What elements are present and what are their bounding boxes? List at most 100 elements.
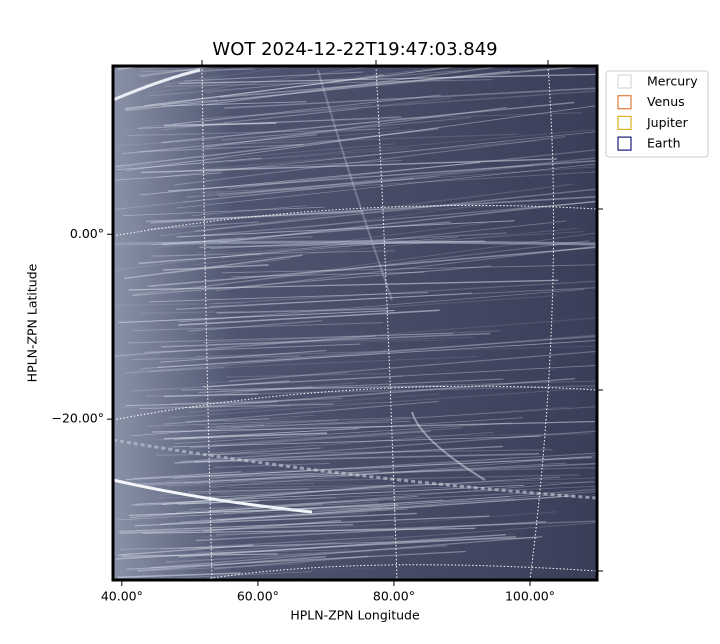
streak [181,535,395,549]
streak [224,133,518,145]
streak [183,474,580,484]
streak [134,356,478,372]
streak [164,393,259,398]
streak [211,447,321,456]
streak [147,416,411,427]
streak [223,108,359,124]
streak [124,366,225,374]
x-tick-label: 40.00° [101,589,143,604]
streak [210,501,378,512]
streak [158,340,597,368]
streak [116,157,262,171]
streak [122,567,376,578]
streak [215,245,597,292]
image-background [113,66,597,580]
streak [178,533,506,558]
streak [141,147,410,169]
streak [150,250,395,257]
streak [203,201,597,236]
streak [169,386,597,419]
streak [215,171,597,195]
legend-label: Venus [647,94,685,109]
streak [138,143,304,153]
streak [119,126,400,147]
streak [205,66,509,106]
streak [165,474,252,483]
streak [126,550,467,570]
streak [153,563,303,572]
legend-label: Jupiter [646,115,689,130]
streak [193,496,560,525]
streak [172,452,597,480]
streak [174,422,513,445]
streak [218,200,597,243]
streak [215,520,597,536]
streak [145,70,462,97]
streak [194,456,520,484]
streak [207,431,494,454]
streak [137,567,222,571]
streak [117,572,241,579]
streak [145,498,514,516]
streak [166,483,314,486]
streak [186,112,582,126]
streak [117,544,254,556]
streak [161,101,307,107]
streak [178,428,360,439]
streak [211,472,314,479]
streak [142,470,380,487]
streak [205,66,463,94]
streak [124,74,384,111]
streak [171,435,541,448]
streak [161,332,491,348]
streak [216,317,597,349]
streak [114,172,222,181]
streak [151,420,595,433]
streak [144,66,467,106]
streak [125,456,592,481]
streak [209,287,596,308]
streak [166,507,390,514]
streak [176,220,515,238]
streak [160,350,327,363]
streak [195,476,561,499]
streak [153,231,585,258]
streak [172,132,331,147]
streak [140,66,221,78]
streak [220,247,351,259]
streak [125,401,278,407]
streak [182,175,440,203]
streak [192,205,307,216]
streak [149,535,543,569]
legend-swatch [617,136,632,151]
streak [194,188,597,232]
streak [178,294,557,323]
streak [131,424,265,437]
streak [161,221,451,246]
streak [146,385,597,398]
streak [142,68,255,72]
streak [137,236,458,265]
streak [169,455,584,486]
streak [228,350,597,382]
streak [118,309,395,324]
streak [214,382,355,395]
streak [144,343,361,353]
streak [162,264,269,271]
streak [218,486,476,495]
unlabeled-ticks [201,60,603,572]
streak [139,104,372,128]
streak [200,66,381,91]
streak [121,401,394,408]
streak [163,432,328,440]
streak [223,499,444,514]
streak [176,292,473,310]
streak [196,244,315,254]
streak [173,94,441,125]
streak [162,139,537,174]
streak [210,405,291,412]
streak [194,227,578,266]
x-tick-label: 100.00° [505,589,555,604]
streak [186,177,414,198]
streak [159,477,597,496]
